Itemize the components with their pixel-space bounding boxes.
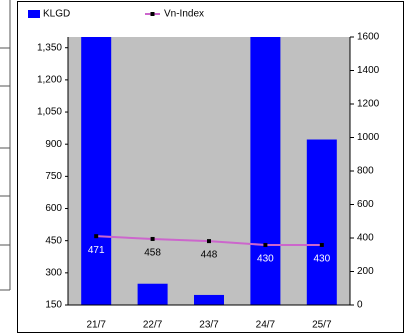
x-tick-label: 22/7	[143, 320, 163, 331]
bars	[81, 37, 337, 305]
y2-tick-label: 1600	[357, 32, 380, 43]
line-marker	[150, 236, 155, 241]
y2-tick-label: 800	[357, 166, 374, 177]
data-label: 430	[257, 254, 274, 265]
x-tick-label: 24/7	[256, 320, 276, 331]
y-tick-label: 150	[45, 300, 62, 311]
data-label: 458	[144, 248, 161, 259]
plot-area	[68, 37, 350, 305]
y-tick-label: 1,050	[37, 107, 62, 118]
y-tick-label: 300	[45, 267, 62, 278]
data-label: 430	[313, 254, 330, 265]
bar	[194, 294, 224, 305]
y2-tick-label: 400	[357, 233, 374, 244]
y2-tick-label: 0	[357, 300, 363, 311]
line-marker	[94, 234, 99, 239]
bar	[137, 283, 168, 305]
y-tick-label: 900	[45, 139, 62, 150]
data-label: 448	[201, 250, 218, 261]
legend-label: Vn-Index	[164, 9, 204, 20]
y2-tick-label: 600	[357, 199, 374, 210]
legend-label: KLGD	[43, 9, 70, 20]
line-marker	[319, 242, 324, 247]
x-tick-label: 25/7	[312, 320, 332, 331]
bar	[81, 37, 112, 305]
y-tick-label: 600	[45, 203, 62, 214]
line-marker	[207, 239, 211, 244]
bar	[250, 37, 281, 305]
table-fragment	[0, 0, 11, 291]
y2-tick-label: 1400	[357, 65, 380, 76]
line-marker	[263, 242, 268, 247]
bar	[306, 139, 337, 305]
x-tick-label: 21/7	[86, 320, 106, 331]
y2-tick-label: 1200	[357, 99, 380, 110]
y-tick-label: 1,200	[37, 75, 62, 86]
y-tick-label: 450	[45, 235, 62, 246]
y2-tick-label: 1000	[357, 132, 380, 143]
x-tick-label: 23/7	[199, 320, 219, 331]
data-label: 471	[88, 245, 105, 256]
legend-marker	[150, 12, 155, 16]
y2-tick-label: 200	[357, 266, 374, 277]
legend-swatch	[28, 10, 40, 18]
y-tick-label: 1,350	[37, 42, 62, 53]
y-tick-label: 750	[45, 171, 62, 182]
